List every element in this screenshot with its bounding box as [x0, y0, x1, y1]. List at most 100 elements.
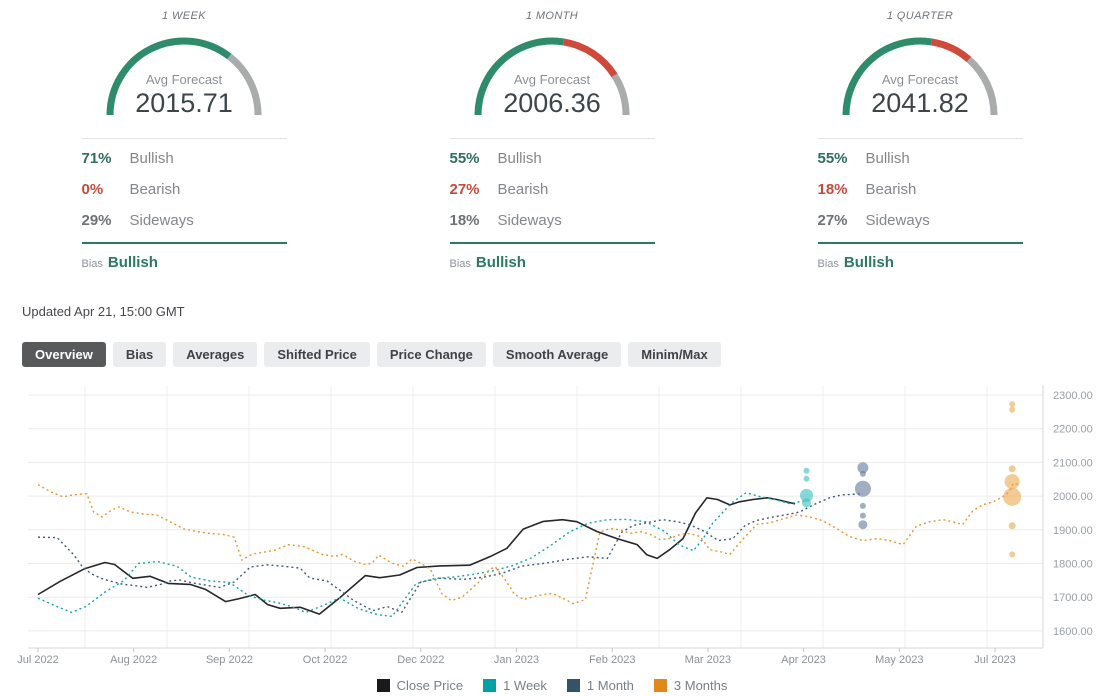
y-axis-tick-label: 2100.00: [1053, 457, 1093, 469]
y-axis-tick-label: 1600.00: [1053, 626, 1093, 638]
stat-pct: 27%: [817, 212, 848, 229]
scatter-dot[interactable]: [859, 512, 866, 519]
scatter-dot[interactable]: [802, 498, 811, 508]
stat-label: Bullish: [865, 150, 910, 167]
updated-timestamp: Updated Apr 21, 15:00 GMT: [22, 304, 185, 319]
scatter-dot[interactable]: [854, 480, 871, 497]
legend-item-1-month[interactable]: 1 Month: [566, 678, 634, 693]
tab-minim-max[interactable]: Minim/Max: [628, 342, 721, 367]
scatter-dot[interactable]: [800, 488, 813, 502]
tab-averages[interactable]: Averages: [173, 342, 258, 367]
avg-forecast-value: 2006.36: [503, 88, 601, 118]
gauge-arc: [474, 37, 630, 116]
stat-label: Bullish: [497, 150, 542, 167]
stat-pct: 18%: [449, 212, 480, 229]
bias-value: Bullish: [843, 254, 894, 271]
avg-forecast-label: Avg Forecast: [513, 72, 591, 87]
legend-label: 1 Month: [586, 678, 634, 693]
x-axis-tick-label: Jul 2023: [974, 654, 1016, 666]
scatter-dot[interactable]: [1008, 465, 1016, 473]
x-axis-tick-label: Feb 2023: [589, 654, 635, 666]
scatter-dot[interactable]: [858, 520, 868, 530]
gauge-arc: [842, 37, 998, 116]
bias-row: Bias Bullish: [82, 254, 287, 272]
x-axis-tick-label: Jan 2023: [494, 654, 539, 666]
stat-label: Sideways: [497, 212, 562, 229]
scatter-dot[interactable]: [857, 462, 869, 474]
series-close-price: [37, 497, 796, 615]
divider: [81, 138, 287, 139]
y-axis-tick-label: 1900.00: [1053, 525, 1093, 537]
tab-bias[interactable]: Bias: [112, 342, 167, 367]
forecast-panels: 1 WEEK Avg Forecast 2015.71 71% Bullish …: [0, 0, 1104, 272]
stat-bearish: 27% Bearish: [450, 174, 655, 205]
scatter-dot[interactable]: [1009, 401, 1016, 408]
x-axis-tick-label: Apr 2023: [781, 654, 826, 666]
scatter-dot[interactable]: [1008, 522, 1016, 530]
y-axis-tick-label: 2000.00: [1053, 491, 1093, 503]
stats: 55% Bullish 18% Bearish 27% Sideways: [818, 143, 1023, 236]
tab-overview[interactable]: Overview: [22, 342, 106, 367]
stat-bearish: 18% Bearish: [818, 174, 1023, 205]
forecast-panel-1-quarter: 1 QUARTER Avg Forecast 2041.82 55% Bulli…: [736, 8, 1104, 272]
scatter-dot[interactable]: [803, 475, 810, 482]
stat-bullish: 55% Bullish: [450, 143, 655, 174]
y-axis-tick-label: 1700.00: [1053, 592, 1093, 604]
x-axis-tick-label: Sep 2022: [206, 654, 253, 666]
gauge-arc-bearish: [930, 38, 972, 63]
chart-tabs: Overview Bias Averages Shifted Price Pri…: [22, 342, 1104, 367]
chart-legend: Close Price 1 Week 1 Month 3 Months: [0, 678, 1104, 693]
gauge-arc-sideways: [227, 53, 262, 116]
scatter-dot[interactable]: [859, 470, 866, 477]
x-axis-tick-label: May 2023: [875, 654, 923, 666]
bias-row: Bias Bullish: [818, 254, 1023, 272]
x-axis-tick-label: Aug 2022: [110, 654, 157, 666]
legend-item-1-week[interactable]: 1 Week: [483, 678, 547, 693]
stat-bearish: 0% Bearish: [82, 174, 287, 205]
stat-bullish: 71% Bullish: [82, 143, 287, 174]
stat-label: Bearish: [497, 181, 549, 198]
panel-title: 1 QUARTER: [886, 10, 954, 22]
stat-pct: 29%: [81, 212, 112, 229]
stat-pct: 71%: [81, 150, 112, 167]
legend-swatch: [566, 679, 580, 692]
tab-smooth-average[interactable]: Smooth Average: [492, 342, 622, 367]
forecast-chart[interactable]: 2300.00 2200.00 2100.00 2000.00 1900.00 1800.…: [0, 385, 1104, 693]
panel-title: 1 MONTH: [525, 10, 579, 22]
divider: [817, 138, 1023, 139]
gauge-1-quarter: Avg Forecast 2041.82: [835, 28, 1005, 122]
legend-item-3-months[interactable]: 3 Months: [653, 678, 728, 693]
series-1-week: [37, 491, 804, 618]
forecast-panel-1-month: 1 MONTH Avg Forecast 2006.36 55% Bullish…: [368, 8, 736, 272]
scatter-dot[interactable]: [1009, 406, 1016, 413]
scatter-dot[interactable]: [1009, 551, 1016, 558]
bias-value: Bullish: [107, 254, 158, 271]
x-axis-tick-label: Dec 2022: [397, 654, 444, 666]
gauge-arc-bullish: [842, 37, 933, 116]
stats: 71% Bullish 0% Bearish 29% Sideways: [82, 143, 287, 236]
stat-sideways: 29% Sideways: [82, 205, 287, 236]
tab-shifted-price[interactable]: Shifted Price: [264, 342, 370, 367]
bias-label: Bias: [449, 258, 471, 270]
bias-divider: [449, 242, 655, 244]
bias-label: Bias: [81, 258, 103, 270]
avg-forecast-label: Avg Forecast: [881, 72, 959, 87]
legend-swatch: [376, 679, 390, 692]
scatter-dot[interactable]: [1004, 474, 1020, 490]
scatter-dot[interactable]: [1003, 487, 1022, 506]
stat-label: Bearish: [865, 181, 917, 198]
stat-pct: 18%: [817, 181, 848, 198]
legend-label: 3 Months: [673, 678, 728, 693]
scatter-dot[interactable]: [859, 502, 866, 509]
stat-sideways: 27% Sideways: [818, 205, 1023, 236]
stat-pct: 27%: [449, 181, 480, 198]
forecast-chart-plot[interactable]: 2300.00 2200.00 2100.00 2000.00 1900.00 1800.…: [0, 385, 1104, 671]
bias-divider: [81, 242, 287, 244]
legend-swatch: [483, 679, 497, 692]
gauge-arc-bearish: [562, 38, 618, 78]
avg-forecast-value: 2041.82: [871, 88, 969, 118]
tab-price-change[interactable]: Price Change: [376, 342, 486, 367]
scatter-dot[interactable]: [803, 467, 810, 474]
legend-item-close-price[interactable]: Close Price: [376, 678, 463, 693]
bias-value: Bullish: [475, 254, 526, 271]
